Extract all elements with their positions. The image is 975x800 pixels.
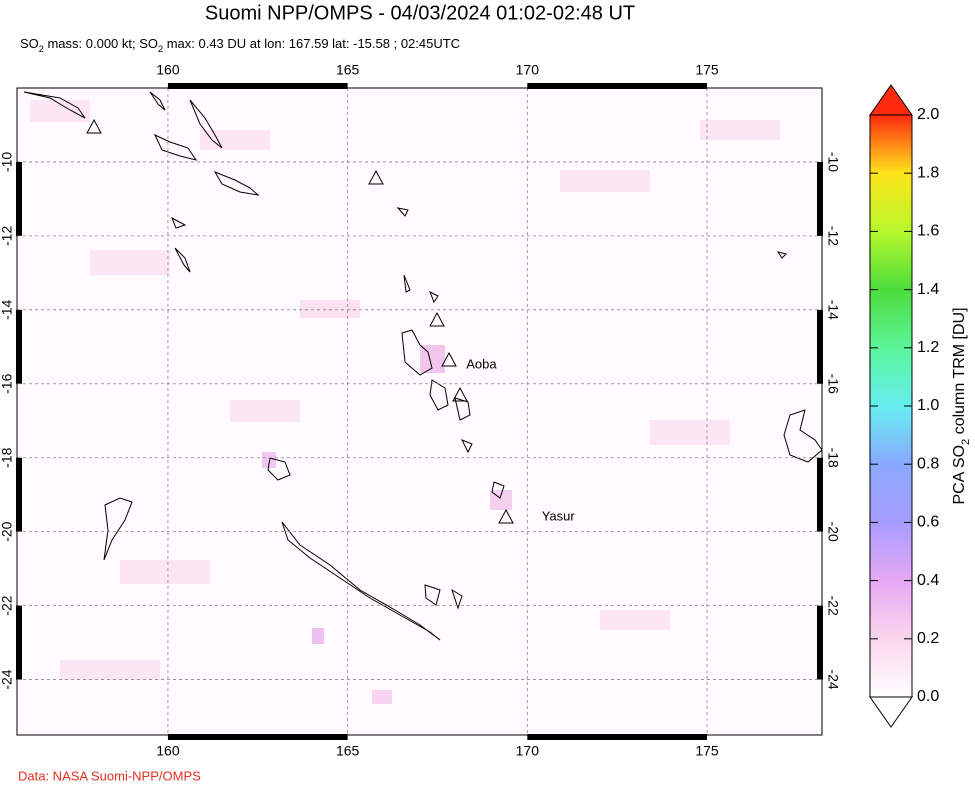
lon-tick-label: 175 (695, 62, 719, 78)
colorbar-tick-label: 1.6 (917, 223, 939, 240)
text-part: SO (20, 36, 39, 51)
lat-tick-label: -18 (0, 447, 15, 467)
text-part: mass: 0.000 kt; SO (44, 36, 158, 51)
lat-tick-label: -24 (825, 669, 841, 689)
text-part: PCA SO (951, 445, 968, 505)
lat-tick-label: -16 (0, 373, 15, 393)
lat-tick-label: -18 (825, 448, 841, 468)
colorbar-tick-label: 0.4 (917, 572, 939, 589)
title: Suomi NPP/OMPS - 04/03/2024 01:02-02:48 … (205, 2, 635, 24)
colorbar: 0.0 0.2 0.4 0.6 0.8 1.0 1.2 1.4 1.6 1.8 2.0 PCA SO2… (869, 84, 972, 728)
colorbar-tick-label: 0.2 (917, 630, 939, 647)
lat-tick-label: -22 (825, 595, 841, 615)
colorbar-tick-label: 1.0 (917, 397, 939, 414)
colorbar-title: PCA SO2 column TRM [DU] (951, 307, 972, 504)
text-part: max: 0.43 DU at lon: 167.59 lat: -15.58 … (163, 36, 460, 51)
volcano-label: Yasur (542, 508, 576, 523)
lat-tick-label: -20 (0, 521, 15, 541)
so2-pixels (30, 100, 780, 704)
lon-tick-label: 170 (516, 62, 540, 78)
lat-tick-label: -14 (0, 299, 15, 319)
lat-tick-label: -22 (0, 595, 15, 615)
volcanoes (86, 118, 514, 524)
volcano-label: Aoba (466, 357, 497, 372)
colorbar-tick-label: 0.0 (917, 688, 939, 705)
lat-tick-label: -14 (825, 300, 841, 320)
lon-tick-label: 160 (156, 743, 180, 759)
lon-tick-label: 170 (516, 743, 540, 759)
colorbar-tick-label: 2.0 (917, 106, 939, 123)
lon-tick-label: 165 (336, 62, 360, 78)
map: 160 160 165 165 170 170 175 175 -10 -10 -12 -12 -14 -… (0, 62, 841, 759)
lat-tick-label: -10 (0, 152, 15, 172)
colorbar-tick-label: 0.6 (917, 514, 939, 531)
footer: Data: NASA Suomi-NPP/OMPS (18, 768, 201, 783)
colorbar-arrow-bottom (869, 696, 913, 728)
colorbar-tick-label: 0.8 (917, 455, 939, 472)
colorbar-tick-label: 1.4 (917, 281, 939, 298)
subscript: 2 (39, 44, 44, 54)
lat-tick-label: -16 (825, 374, 841, 394)
subscript: 2 (158, 44, 163, 54)
colorbar-tick-label: 1.8 (917, 164, 939, 181)
lon-tick-label: 175 (695, 743, 719, 759)
text-part: column TRM [DU] (951, 307, 968, 438)
map-frame (16, 87, 823, 736)
lon-tick-label: 160 (156, 62, 180, 78)
lon-tick-label: 165 (336, 743, 360, 759)
lat-tick-label: -10 (825, 152, 841, 172)
lat-tick-label: -20 (825, 522, 841, 542)
subscript: 2 (960, 439, 972, 445)
colorbar-arrow-top (869, 84, 913, 116)
lat-tick-label: -12 (0, 226, 15, 246)
lat-tick-label: -24 (0, 669, 15, 689)
map-background (17, 88, 822, 735)
lat-tick-label: -12 (825, 226, 841, 246)
subtitle: SO2 mass: 0.000 kt; SO2 max: 0.43 DU at … (20, 36, 460, 54)
colorbar-tick-label: 1.2 (917, 339, 939, 356)
